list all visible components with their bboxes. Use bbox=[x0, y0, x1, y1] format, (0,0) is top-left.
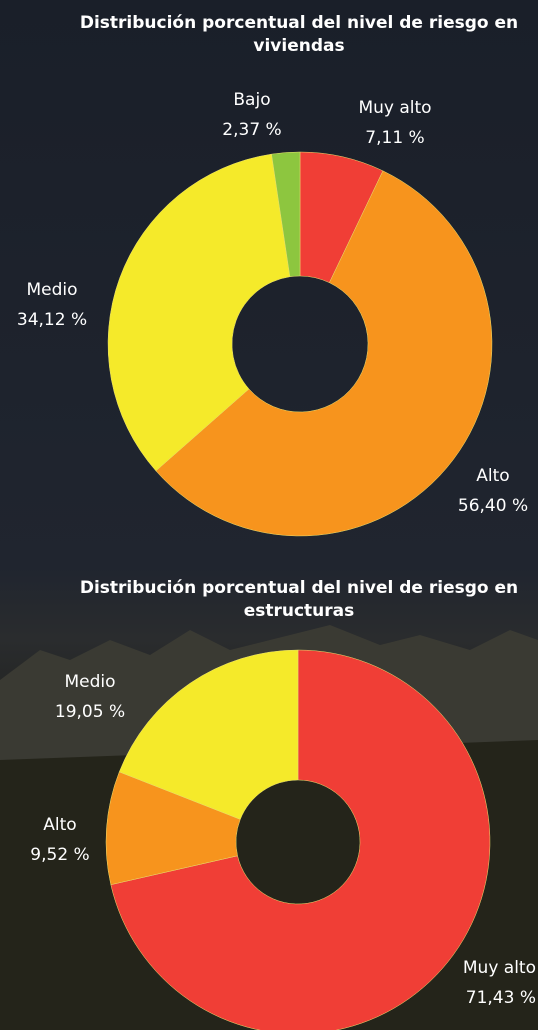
slice-value: 34,12 % bbox=[17, 310, 87, 330]
slice bbox=[271, 151, 301, 278]
slice bbox=[155, 170, 493, 537]
chart-title: Distribución porcentual del nivel de rie… bbox=[79, 578, 519, 621]
slice-value: 2,37 % bbox=[222, 120, 281, 140]
slice-label: Muy alto bbox=[463, 958, 536, 978]
slice-label: Muy alto bbox=[358, 98, 431, 118]
chart-title: Distribución porcentual del nivel de rie… bbox=[79, 13, 519, 56]
slice-label: Alto bbox=[476, 466, 509, 486]
slice-value: 71,43 % bbox=[466, 988, 536, 1008]
slice-value: 7,11 % bbox=[365, 128, 424, 148]
slice-label: Bajo bbox=[233, 90, 270, 110]
slice bbox=[118, 649, 299, 820]
slice-label: Medio bbox=[26, 280, 77, 300]
slice bbox=[110, 649, 491, 1030]
slice bbox=[107, 153, 291, 472]
slice-label: Alto bbox=[43, 815, 76, 835]
slice-value: 56,40 % bbox=[458, 496, 528, 516]
slice-value: 9,52 % bbox=[30, 845, 89, 865]
slice-value: 19,05 % bbox=[55, 702, 125, 722]
slice-label: Medio bbox=[64, 672, 115, 692]
